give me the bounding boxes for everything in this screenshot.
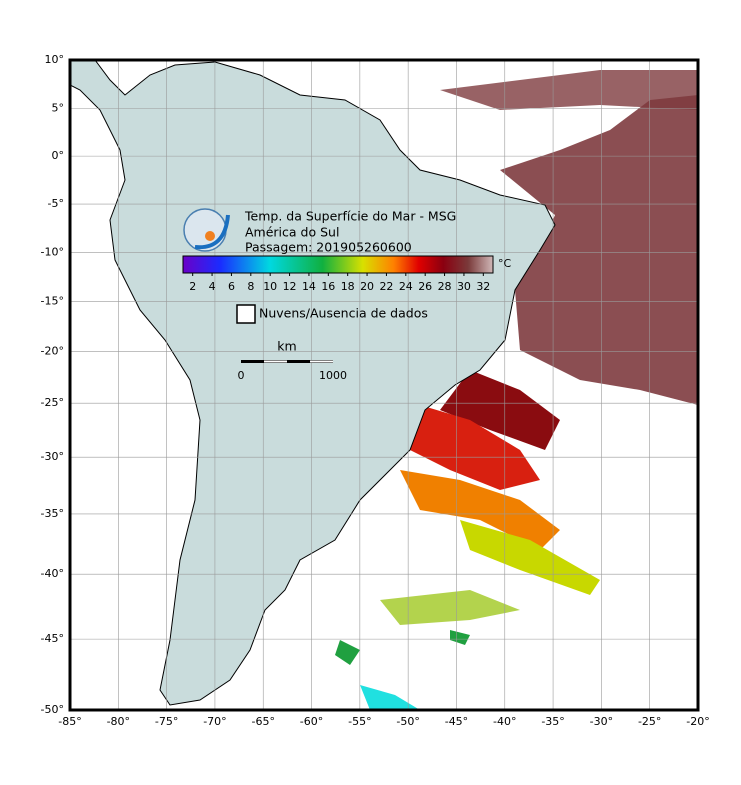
y-tick-label: -35° (41, 507, 64, 520)
title-line: Passagem: 201905260600 (245, 240, 412, 255)
y-tick-label: 10° (45, 53, 65, 66)
y-tick-label: -20° (41, 344, 64, 357)
scale-bar (264, 360, 287, 363)
y-tick-label: -45° (41, 632, 64, 645)
x-tick-label: -20° (686, 715, 709, 728)
legend-label: Nuvens/Ausencia de dados (259, 306, 428, 321)
y-tick-label: -50° (41, 703, 64, 716)
x-tick-label: -60° (300, 715, 323, 728)
y-tick-label: -40° (41, 567, 64, 580)
colorbar-tick-label: 2 (189, 280, 196, 293)
x-tick-label: -65° (251, 715, 274, 728)
scale-label: 0 (238, 369, 245, 382)
y-tick-label: -5° (48, 197, 64, 210)
colorbar-tick-label: 16 (321, 280, 335, 293)
y-tick-label: -10° (41, 245, 64, 258)
colorbar-tick-label: 4 (209, 280, 216, 293)
x-tick-label: -85° (58, 715, 81, 728)
colorbar-tick-label: 20 (360, 280, 374, 293)
colorbar (182, 255, 494, 274)
title-line: Temp. da Superfície do Mar - MSG (244, 209, 456, 224)
colorbar-tick-label: 22 (379, 280, 393, 293)
title-line: América do Sul (245, 225, 339, 240)
colorbar-unit: °C (498, 257, 512, 270)
frame (68, 58, 700, 712)
x-tick-label: -50° (396, 715, 419, 728)
colorbar-tick-label: 8 (247, 280, 254, 293)
logo (183, 208, 230, 252)
x-tick-label: -30° (590, 715, 613, 728)
y-tick-label: -25° (41, 396, 64, 409)
scale-unit: km (277, 339, 296, 354)
x-tick-label: -70° (203, 715, 226, 728)
colorbar-tick-label: 30 (457, 280, 471, 293)
colorbar-tick-label: 10 (263, 280, 277, 293)
y-tick-label: 5° (52, 101, 65, 114)
x-tick-label: -55° (348, 715, 371, 728)
x-tick-label: -45° (445, 715, 468, 728)
colorbar-tick-label: 18 (341, 280, 355, 293)
legend-swatch (236, 304, 256, 324)
colorbar-tick-label: 12 (283, 280, 297, 293)
colorbar-tick-label: 6 (228, 280, 235, 293)
y-tick-label: -15° (41, 294, 64, 307)
y-tick-label: 0° (52, 149, 65, 162)
colorbar-tick-label: 28 (438, 280, 452, 293)
x-tick-label: -80° (107, 715, 130, 728)
scale-bar (310, 360, 333, 363)
x-tick-label: -40° (493, 715, 516, 728)
x-tick-label: -35° (541, 715, 564, 728)
x-tick-label: -75° (155, 715, 178, 728)
scale-label: 1000 (319, 369, 347, 382)
colorbar-tick-label: 32 (476, 280, 490, 293)
colorbar-tick-label: 26 (418, 280, 432, 293)
colorbar-tick-label: 24 (399, 280, 413, 293)
colorbar-tick-label: 14 (302, 280, 316, 293)
y-tick-label: -30° (41, 450, 64, 463)
x-tick-label: -25° (638, 715, 661, 728)
